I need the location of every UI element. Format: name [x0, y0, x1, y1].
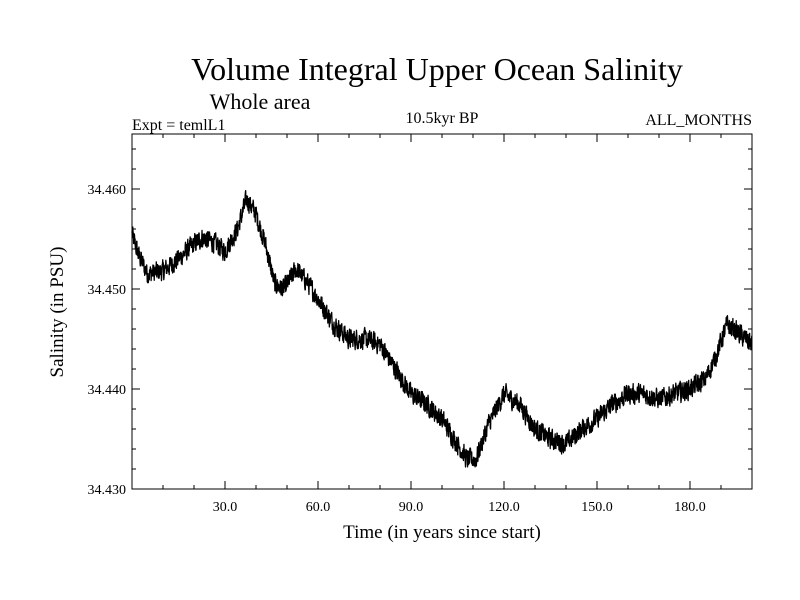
salinity-series-line [131, 189, 753, 468]
x-tick-label: 30.0 [213, 500, 238, 515]
chart-subtitle: Whole area [210, 89, 311, 114]
x-tick-labels: 30.0 60.0 90.0 120.0 150.0 180.0 [213, 500, 706, 515]
x-tick-label: 90.0 [399, 500, 424, 515]
x-tick-label: 60.0 [306, 500, 331, 515]
x-tick-label: 120.0 [488, 500, 520, 515]
y-tick-label: 34.440 [88, 383, 127, 398]
months-label: ALL_MONTHS [645, 112, 752, 129]
chart-title: Volume Integral Upper Ocean Salinity [191, 51, 683, 87]
y-axis-label: Salinity (in PSU) [47, 247, 68, 378]
period-label: 10.5kyr BP [406, 110, 479, 127]
x-tick-label: 150.0 [581, 500, 613, 515]
axis-ticks [132, 134, 752, 490]
y-tick-label: 34.450 [88, 283, 127, 298]
plot-frame [131, 133, 753, 490]
expt-label: Expt = temlL1 [132, 117, 225, 134]
x-tick-label: 180.0 [674, 500, 706, 515]
y-tick-label: 34.430 [88, 483, 127, 498]
y-tick-label: 34.460 [88, 183, 127, 198]
y-tick-labels: 34.430 34.440 34.450 34.460 [88, 183, 127, 498]
x-axis-label: Time (in years since start) [343, 522, 541, 543]
